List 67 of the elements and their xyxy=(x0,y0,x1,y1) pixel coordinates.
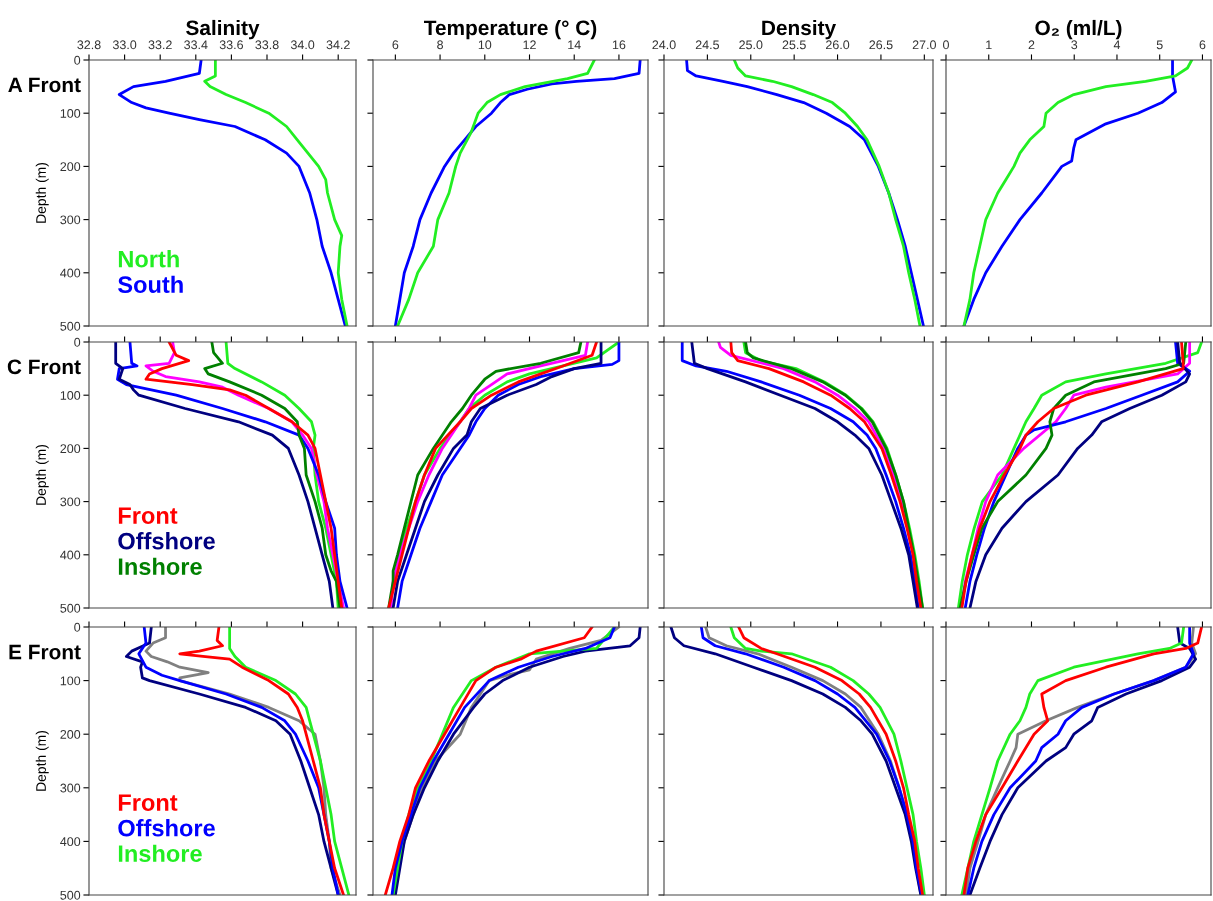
y-tick-label: 100 xyxy=(60,391,81,400)
y-tick-label: 400 xyxy=(60,837,81,847)
line-series xyxy=(228,627,351,895)
x-tick-label: 24.5 xyxy=(695,40,720,50)
x-tick-label: 1 xyxy=(986,40,992,50)
y-tick-label: 500 xyxy=(60,603,81,613)
x-tick-label: 34.2 xyxy=(326,40,350,50)
y-tick-label: 200 xyxy=(60,444,81,454)
x-tick-label: 32.8 xyxy=(77,40,101,50)
chart-title: Density xyxy=(762,19,837,40)
y-tick-label: 100 xyxy=(60,109,81,118)
text: South xyxy=(118,275,183,293)
x-tick-label: 2 xyxy=(1028,40,1035,50)
x-tick-label: 6 xyxy=(1199,40,1206,50)
line-series xyxy=(117,60,347,326)
x-tick-label: 24.0 xyxy=(652,40,676,50)
y-tick-label: 500 xyxy=(60,890,81,900)
text: Inshore xyxy=(118,844,202,862)
x-tick-label: 33.4 xyxy=(184,40,208,50)
x-tick-label: 33.8 xyxy=(255,40,279,50)
x-tick-label: 33.6 xyxy=(219,40,244,50)
line-series xyxy=(203,60,349,326)
x-tick-label: 3 xyxy=(1071,40,1078,50)
y-tick-label: 300 xyxy=(60,783,81,793)
x-tick-label: 6 xyxy=(392,40,399,50)
y-tick-label: 400 xyxy=(60,550,81,560)
chart-title: O₂ (ml/L) xyxy=(1035,19,1122,40)
text: Offshore xyxy=(118,819,215,837)
y-tick-label: 100 xyxy=(60,676,81,686)
y-tick-label: 300 xyxy=(60,215,81,225)
y-tick-label: 500 xyxy=(60,321,81,331)
y-axis-title: Depth (m) xyxy=(35,730,49,791)
x-tick-label: 16 xyxy=(612,40,626,50)
text: C Front xyxy=(7,359,81,375)
text: Inshore xyxy=(118,557,202,575)
x-tick-label: 27.0 xyxy=(912,40,936,50)
y-axis-title: Depth (m) xyxy=(35,444,49,505)
text: Front xyxy=(118,507,178,524)
x-tick-label: 25.5 xyxy=(782,40,806,50)
text: North xyxy=(118,250,179,268)
chart-title: Salinity xyxy=(186,19,260,40)
text: E Front xyxy=(9,644,81,660)
y-tick-label: 0 xyxy=(74,622,81,632)
y-tick-label: 300 xyxy=(60,497,81,507)
text: A Front xyxy=(8,77,81,93)
x-tick-label: 34.0 xyxy=(290,40,315,50)
y-axis-title: Depth (m) xyxy=(35,162,49,223)
text: Offshore xyxy=(118,532,215,550)
x-tick-label: 25.0 xyxy=(739,40,763,50)
x-tick-label: 26.5 xyxy=(869,40,893,50)
x-tick-label: 8 xyxy=(437,40,444,50)
x-tick-label: 26.0 xyxy=(826,40,850,50)
text: Front xyxy=(118,794,178,811)
y-tick-label: 200 xyxy=(60,730,81,739)
x-tick-label: 33.2 xyxy=(148,40,172,50)
x-tick-label: 4 xyxy=(1113,40,1121,50)
x-tick-label: 0 xyxy=(943,40,949,50)
x-tick-label: 12 xyxy=(523,40,536,50)
x-tick-label: 10 xyxy=(478,40,492,50)
y-tick-label: 0 xyxy=(74,337,81,347)
y-tick-label: 200 xyxy=(60,162,81,172)
x-tick-label: 14 xyxy=(568,40,581,50)
y-tick-label: 0 xyxy=(74,55,81,65)
x-tick-label: 5 xyxy=(1156,40,1163,50)
x-tick-label: 33.0 xyxy=(112,40,137,50)
chart-title: Temperature (° C) xyxy=(423,19,597,40)
y-tick-label: 400 xyxy=(60,268,81,278)
